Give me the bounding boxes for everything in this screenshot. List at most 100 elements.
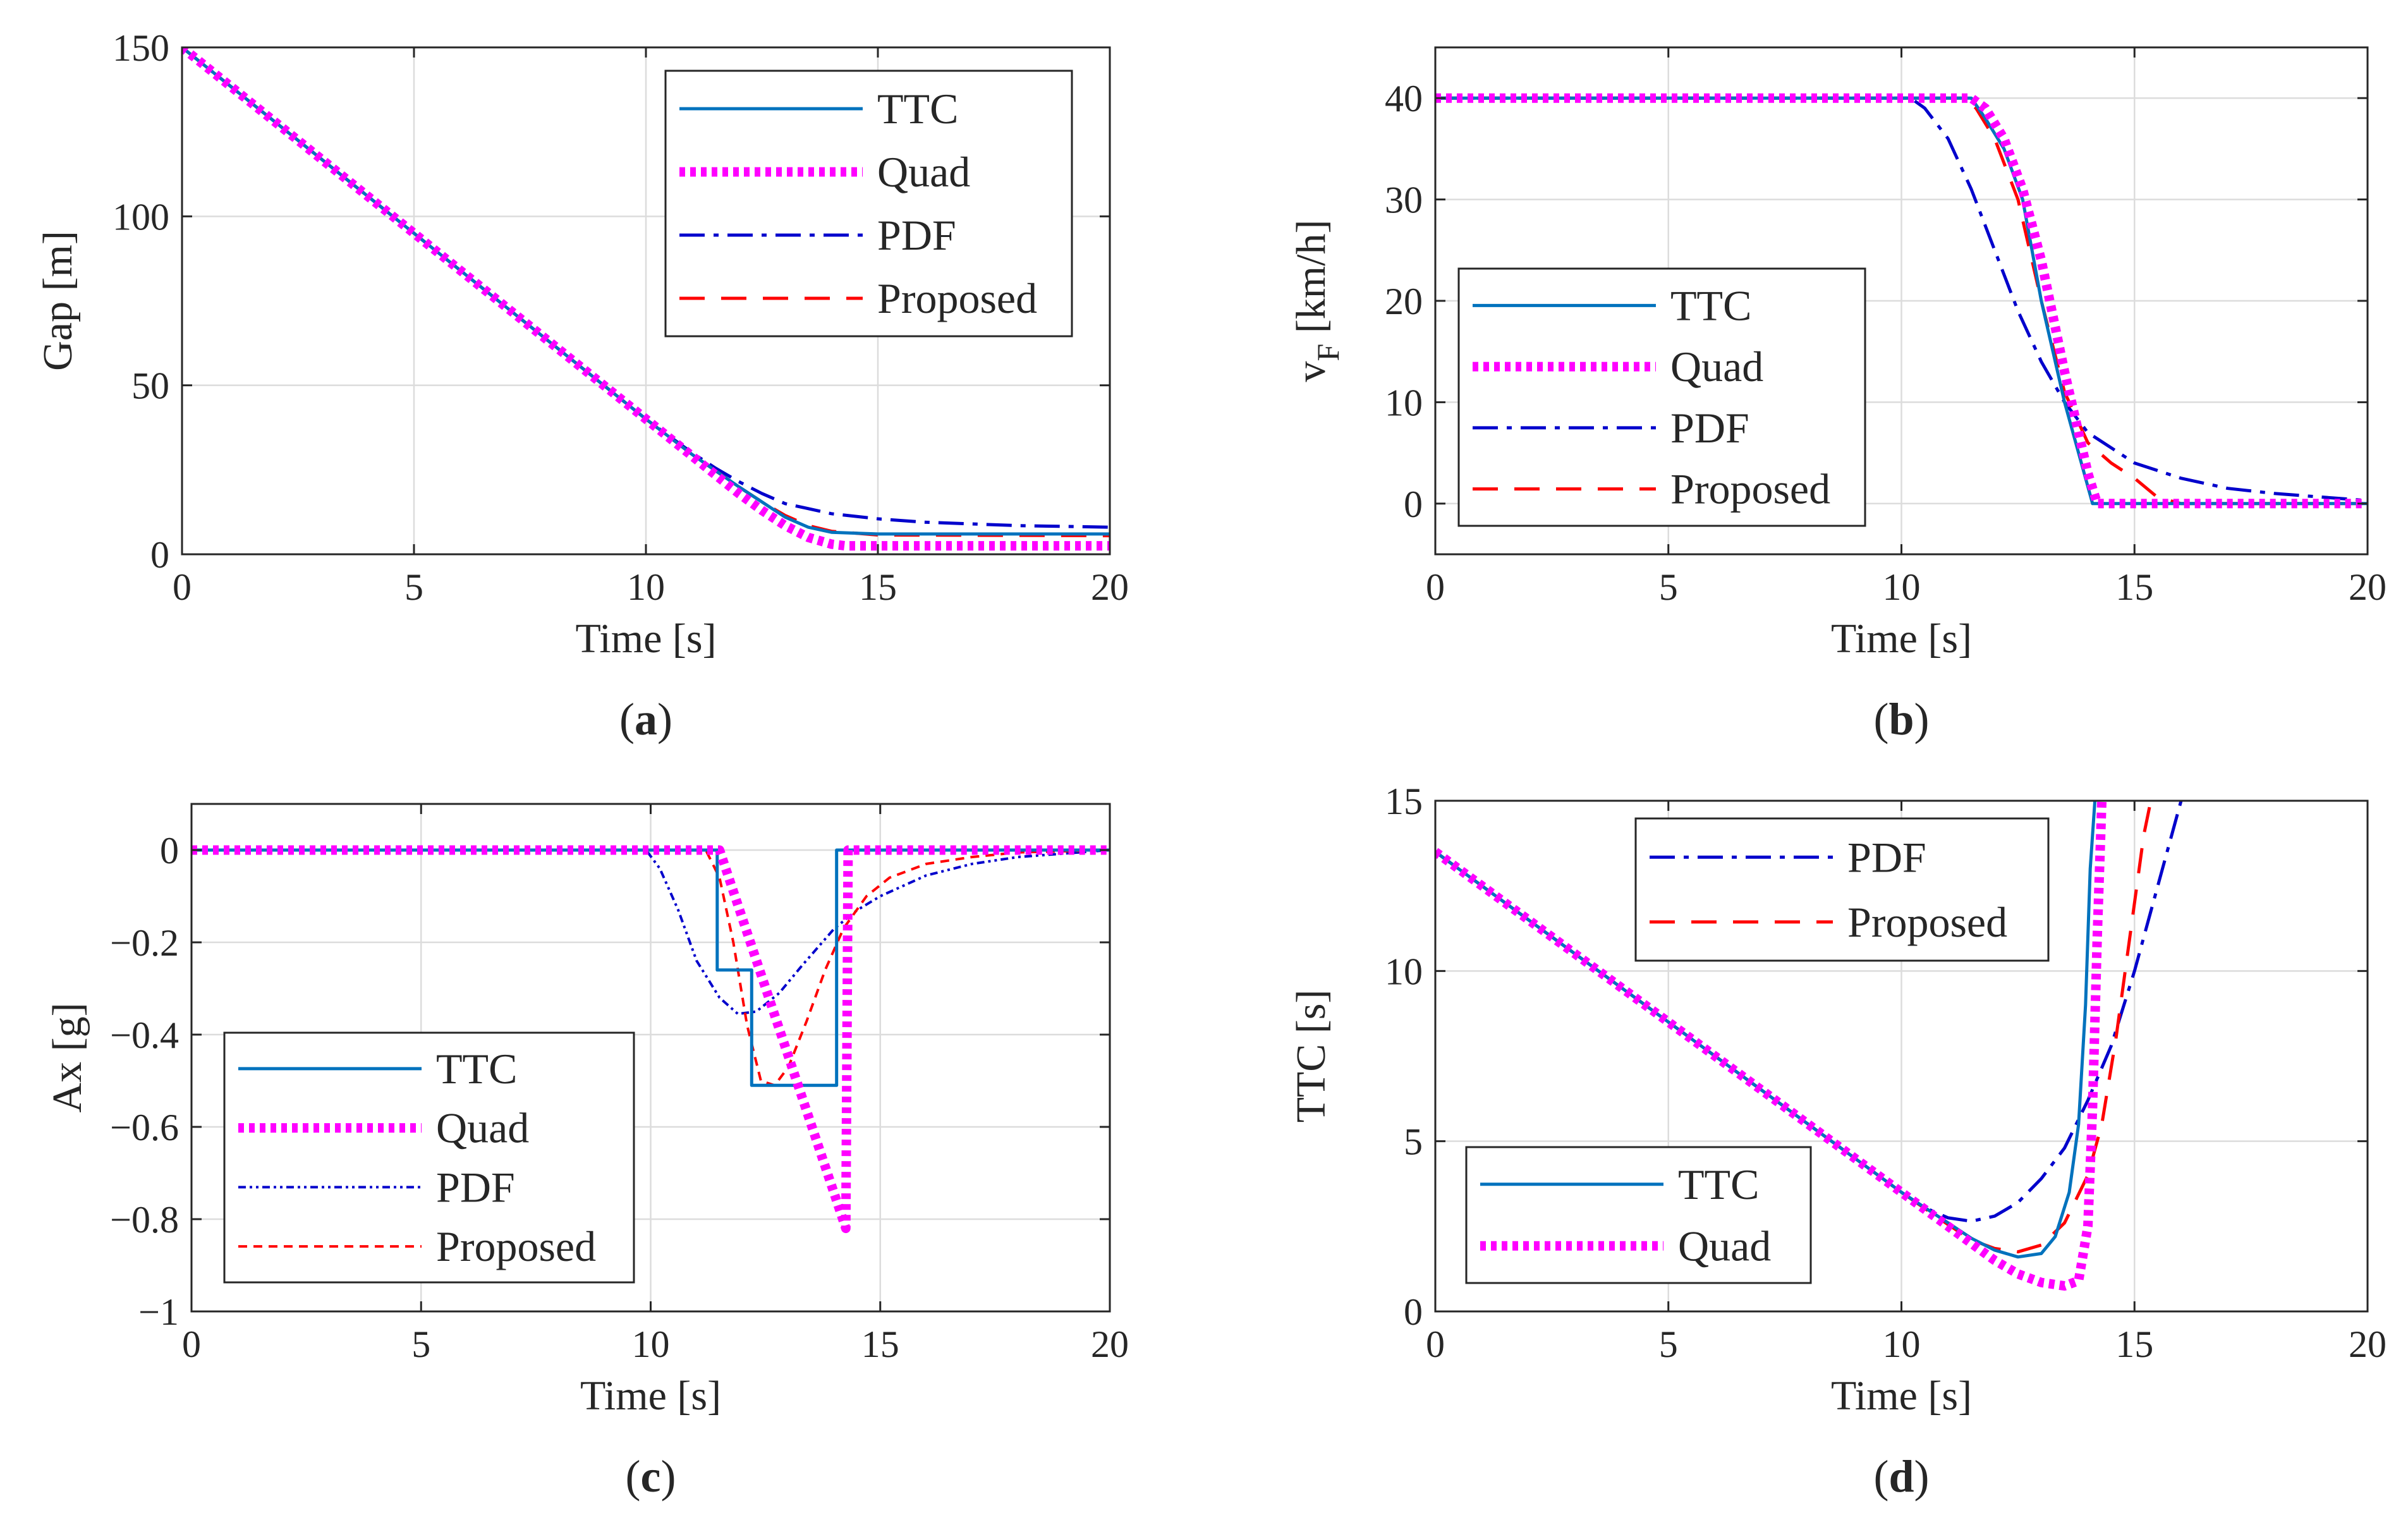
- x-axis-label: Time [s]: [1831, 1373, 1972, 1419]
- series-line-proposed: [192, 849, 1110, 1087]
- chart-a: 0 5 10 15 20 0 50 100 150 Time [s] Gap [m] TTC Quad P…: [35, 27, 1129, 745]
- y-tick-label: 0: [1404, 1291, 1423, 1333]
- x-tick-label: 0: [182, 1323, 201, 1365]
- x-tick-label: 0: [1426, 566, 1445, 608]
- x-tick-label: 5: [404, 566, 423, 608]
- y-tick-label: 10: [1385, 382, 1423, 423]
- x-tick-label: 20: [1091, 1323, 1129, 1365]
- y-tick-label: 10: [1385, 951, 1423, 992]
- caption-letter: c: [641, 1451, 661, 1502]
- y-tick-label: −1: [138, 1291, 179, 1333]
- chart-b: 0 5 10 15 20 0 10 20 30 40 Time [s] vF [km/h] TTC Qua…: [1288, 46, 2387, 745]
- x-tick-label: 10: [1883, 566, 1921, 608]
- caption-letter: a: [635, 694, 657, 745]
- x-tick-label: 20: [2349, 566, 2387, 608]
- y-axis-label: TTC [s]: [1288, 990, 1334, 1123]
- y-label-unit: [km/h]: [1288, 220, 1334, 344]
- legend-label-quad: Quad: [1678, 1222, 1771, 1270]
- x-tick-label: 10: [1883, 1323, 1921, 1365]
- x-tick-label: 15: [859, 566, 897, 608]
- x-axis-label: Time [s]: [1831, 616, 1972, 662]
- subplot-caption: (c): [626, 1451, 676, 1502]
- legend-box: [1634, 817, 2050, 962]
- y-axis-label: Ax [g]: [44, 1002, 90, 1112]
- legend-box: [664, 70, 1073, 337]
- legend: TTC Quad PDF Proposed: [664, 70, 1073, 337]
- legend-label-quad: Quad: [436, 1104, 529, 1152]
- x-tick-label: 20: [2349, 1323, 2387, 1365]
- x-tick-label: 5: [1659, 566, 1678, 608]
- series-line-pdf: [1435, 96, 2368, 502]
- series-line-quad: [182, 47, 1110, 551]
- series-line-pdf: [192, 849, 1110, 1016]
- y-tick-label: 150: [112, 27, 169, 69]
- y-tick-label: 0: [1404, 483, 1423, 525]
- y-axis-label: Gap [m]: [35, 231, 81, 371]
- x-tick-label: 20: [1091, 566, 1129, 608]
- series-group: [192, 845, 1110, 1234]
- legend-label-pdf: PDF: [877, 211, 956, 259]
- subplot-caption: (a): [619, 694, 672, 745]
- legend-box: [1457, 267, 1866, 527]
- legend-box: [223, 1031, 635, 1284]
- caption-close: ): [657, 694, 672, 745]
- legend-label-ttc: TTC: [436, 1045, 517, 1093]
- legend: TTC Quad PDF Proposed: [1457, 267, 1866, 527]
- caption-open: (: [619, 694, 635, 745]
- legend: PDF Proposed: [1634, 817, 2050, 962]
- y-tick-label: 40: [1385, 78, 1423, 119]
- series-line-quad: [1435, 801, 2107, 1291]
- caption-open: (: [1873, 1451, 1888, 1502]
- legend-label-proposed: Proposed: [436, 1222, 596, 1270]
- y-axis-label: vF [km/h]: [1288, 220, 1346, 382]
- series-line-ttc: [1435, 801, 2097, 1259]
- legend-label-quad: Quad: [1670, 343, 1763, 391]
- caption-letter: d: [1888, 1451, 1914, 1502]
- y-tick-label: 50: [131, 365, 169, 407]
- y-label-subscript: F: [1310, 344, 1346, 362]
- series-line-ttc: [192, 848, 1110, 1087]
- subplot-caption: (d): [1873, 1451, 1929, 1502]
- y-tick-label: −0.8: [110, 1199, 179, 1241]
- caption-close: ): [1914, 1451, 1930, 1502]
- series-line-quad: [1435, 93, 2368, 509]
- legend-label-ttc: TTC: [877, 85, 958, 133]
- legend-label-proposed: Proposed: [877, 274, 1037, 322]
- chart-c: 0 5 10 15 20 0 −0.2 −0.4 −0.6 −0.8 −1 Time [s] Ax [g…: [44, 803, 1129, 1502]
- series-group: [182, 47, 1110, 551]
- caption-letter: b: [1888, 694, 1914, 745]
- legend-label-proposed: Proposed: [1670, 465, 1830, 513]
- y-tick-label: −0.2: [110, 922, 179, 964]
- y-tick-label: 100: [112, 196, 169, 238]
- caption-close: ): [660, 1451, 676, 1502]
- legend-label-pdf: PDF: [1670, 404, 1749, 452]
- y-tick-label: 20: [1385, 281, 1423, 322]
- series-group: [1435, 93, 2368, 509]
- legend: TTC Quad PDF Proposed: [223, 1031, 635, 1284]
- series-line-quad: [192, 845, 1110, 1234]
- y-tick-label: −0.4: [110, 1014, 179, 1056]
- x-tick-label: 0: [1426, 1323, 1445, 1365]
- legend-label-pdf: PDF: [436, 1163, 515, 1211]
- legend-label-pdf: PDF: [1847, 833, 1926, 881]
- x-tick-label: 10: [632, 1323, 670, 1365]
- series-group: [1435, 801, 2183, 1291]
- subplot-caption: (b): [1873, 694, 1929, 745]
- chart-d: 0 5 10 15 20 0 5 10 15 Time [s] TTC [s] PDF Proposed…: [1288, 781, 2387, 1502]
- y-tick-label: 5: [1404, 1121, 1423, 1163]
- legend-label-quad: Quad: [877, 148, 970, 196]
- y-tick-label: 0: [160, 830, 179, 872]
- x-axis-label: Time [s]: [575, 616, 716, 662]
- x-tick-label: 0: [173, 566, 192, 608]
- y-tick-label: 15: [1385, 781, 1423, 822]
- legend-label-proposed: Proposed: [1847, 898, 2007, 946]
- legend: TTC Quad: [1465, 1146, 1812, 1284]
- x-tick-label: 10: [627, 566, 665, 608]
- x-tick-label: 15: [861, 1323, 899, 1365]
- x-axis-label: Time [s]: [580, 1373, 721, 1419]
- legend-box: [1465, 1146, 1812, 1284]
- y-tick-label: 30: [1385, 179, 1423, 221]
- caption-open: (: [1873, 694, 1888, 745]
- x-tick-label: 5: [411, 1323, 430, 1365]
